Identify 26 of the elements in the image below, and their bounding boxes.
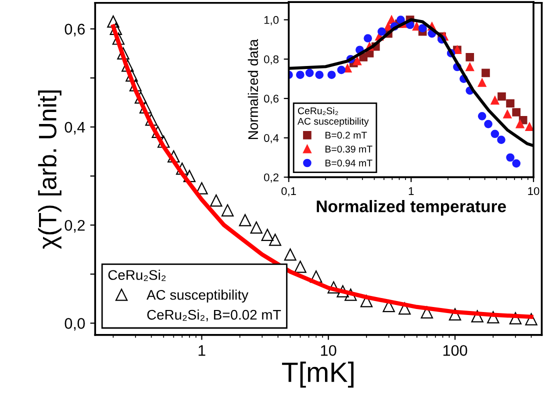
y-tick-label: 0,0 — [64, 318, 85, 331]
x-tick-label: 10 — [528, 187, 540, 196]
x-tick-label: 1 — [408, 187, 414, 195]
y-tick-label: 0,4 — [64, 122, 85, 134]
legend-label: B=0.39 mT — [326, 146, 372, 153]
annotation: CeRu₂Si₂, B=0.02 mT — [147, 309, 281, 322]
y-axis-title: Normalized data — [248, 39, 258, 140]
legend-label: B=0.94 mT — [326, 160, 372, 167]
y-tick-label: 0,6 — [264, 94, 279, 104]
y-tick-label: 0,2 — [264, 173, 278, 183]
legend-title: CeRu₂Si₂ AC susceptibility — [298, 107, 369, 127]
legend-title: CeRu₂Si₂ — [108, 270, 166, 281]
y-tick-label: 0,8 — [264, 55, 279, 65]
legend-label: AC susceptibility — [146, 290, 248, 303]
legend-label: B=0.2 mT — [326, 132, 367, 139]
y-axis-title: χ(T) [arb. Unit] — [38, 90, 62, 249]
y-tick-label: 0,6 — [64, 24, 85, 36]
x-tick-label: 0,1 — [281, 187, 296, 196]
x-tick-label: 100 — [443, 345, 468, 356]
x-axis-title: T[mK] — [282, 362, 354, 388]
x-axis-title: Normalized temperature — [316, 200, 506, 216]
y-tick-label: 1,0 — [264, 16, 279, 26]
y-tick-label: 0,2 — [64, 220, 85, 233]
y-tick-label: 0,4 — [264, 134, 279, 144]
x-tick-label: 10 — [321, 345, 336, 356]
x-tick-label: 1 — [198, 345, 206, 356]
